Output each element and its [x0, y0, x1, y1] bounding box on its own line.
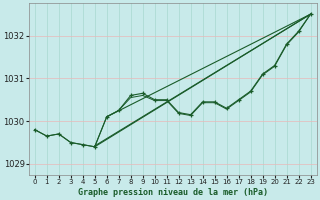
X-axis label: Graphe pression niveau de la mer (hPa): Graphe pression niveau de la mer (hPa) [78, 188, 268, 197]
